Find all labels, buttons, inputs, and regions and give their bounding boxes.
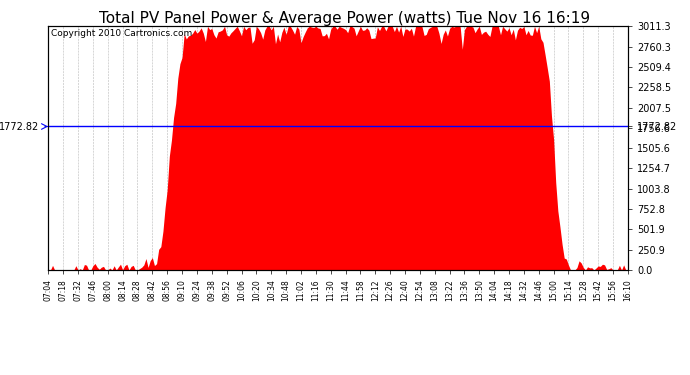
Text: Total PV Panel Power & Average Power (watts) Tue Nov 16 16:19: Total PV Panel Power & Average Power (wa…: [99, 11, 591, 26]
Text: Copyright 2010 Cartronics.com: Copyright 2010 Cartronics.com: [51, 29, 193, 38]
